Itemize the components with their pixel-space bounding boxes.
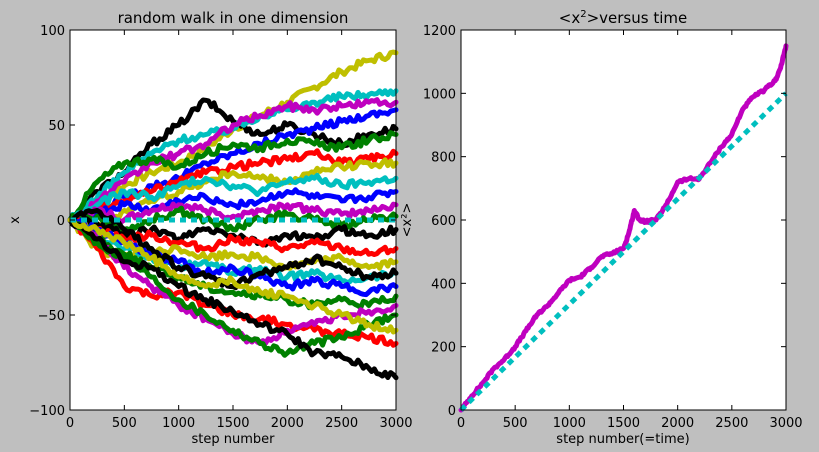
- right-x-tick-label: 2000: [661, 416, 694, 431]
- right-y-tick-label: 0: [448, 404, 456, 419]
- right-ylabel: <x²>: [400, 203, 415, 238]
- left-y-tick-label: −100: [29, 404, 65, 419]
- left-series-line: [67, 97, 399, 224]
- left-x-tick-label: 3000: [379, 416, 412, 431]
- left-x-tick-label: 500: [112, 416, 137, 431]
- right-x-tick-label: 500: [503, 416, 528, 431]
- left-y-tick-label: −50: [38, 309, 65, 324]
- left-series-line: [67, 107, 399, 223]
- left-series-line: [67, 216, 399, 248]
- left-series-line: [67, 187, 399, 225]
- left-y-tick-label: 0: [57, 214, 65, 229]
- right-chart: <x2>versus time 0 500 1000 1500 2000 2500 3000…: [400, 9, 803, 447]
- right-series-line: [459, 91, 788, 412]
- right-y-tick-label: 200: [431, 341, 456, 356]
- left-x-tick-label: 1000: [162, 416, 195, 431]
- right-y-tick-label: 400: [431, 277, 456, 292]
- right-x-tick-label: 1500: [607, 416, 640, 431]
- right-series-line: [458, 43, 789, 413]
- left-y-tick-label: 50: [48, 119, 65, 134]
- right-x-tick-label: 1000: [553, 416, 586, 431]
- right-xlabel: step number(=time): [556, 432, 689, 447]
- right-chart-title: <x2>versus time: [559, 9, 687, 27]
- left-series-line: [67, 148, 399, 223]
- left-series-line: [67, 130, 399, 223]
- right-y-tick-label: 800: [431, 151, 456, 166]
- right-x-tick-label: 3000: [769, 416, 802, 431]
- left-series-line: [67, 172, 399, 223]
- left-ylabel: x: [8, 216, 23, 224]
- left-chart: random walk in one dimension 0 500 1000 150…: [8, 9, 413, 447]
- left-x-tick-label: 0: [66, 416, 74, 431]
- left-x-tick-label: 2000: [271, 416, 304, 431]
- left-y-tick-label: 100: [40, 24, 65, 39]
- left-series-line: [67, 208, 399, 291]
- left-x-tick-label: 1500: [216, 416, 249, 431]
- left-series-line: [67, 216, 399, 285]
- right-series-group: [458, 43, 789, 413]
- left-x-tick-label: 2500: [325, 416, 358, 431]
- left-series-line: [67, 217, 399, 335]
- left-series-group: [67, 49, 399, 381]
- right-y-tick-label: 1000: [423, 87, 456, 102]
- right-x-tick-label: 0: [457, 416, 465, 431]
- left-xlabel: step number: [192, 432, 276, 447]
- left-series-line: [67, 201, 399, 225]
- right-ticks: 0 500 1000 1500 2000 2500 30001200100080060040…: [423, 24, 803, 431]
- right-y-tick-label: 600: [431, 214, 456, 229]
- left-series-line: [67, 216, 399, 358]
- right-y-tick-label: 1200: [423, 24, 456, 39]
- left-chart-title: random walk in one dimension: [118, 9, 349, 27]
- left-series-line: [67, 157, 399, 234]
- left-series-line: [67, 217, 399, 311]
- right-x-tick-label: 2500: [715, 416, 748, 431]
- left-series-line: [67, 217, 399, 381]
